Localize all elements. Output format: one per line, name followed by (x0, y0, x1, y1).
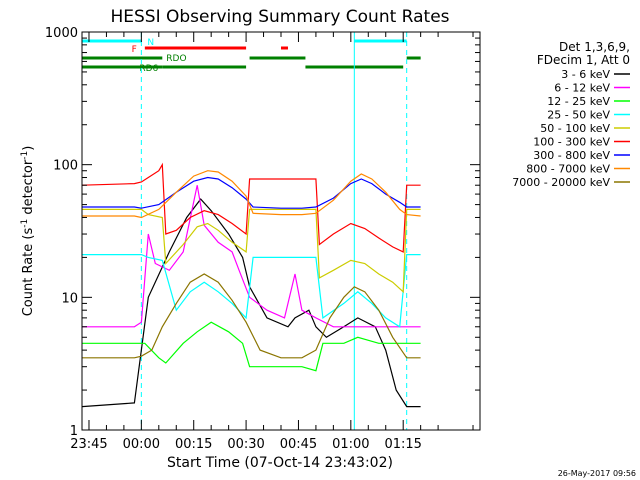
series-line-8 (82, 273, 421, 359)
x-axis-label: Start Time (07-Oct-14 23:43:02) (167, 455, 393, 471)
series-line-1 (82, 185, 421, 328)
series-line-5 (81, 162, 421, 253)
legend-label-4: 50 - 100 keV (540, 122, 610, 135)
legend-label-2: 12 - 25 keV (547, 95, 610, 108)
y-tick-label: 10 (61, 291, 78, 306)
flag-label-f: F (132, 45, 137, 55)
y-axis-label: Count Rate (s-1 detector-1) (20, 146, 36, 317)
legend-label-5: 100 - 300 keV (533, 136, 610, 149)
y-axis-label-sup1: -1 (20, 219, 30, 228)
legend-title-1: Det 1,3,6,9, (559, 40, 630, 54)
flag-label-rdo: RDO (166, 54, 186, 64)
legend-label-6: 300 - 800 keV (533, 149, 610, 162)
legend-title-2: FDecim 1, Att 0 (537, 53, 630, 67)
legend-label-8: 7000 - 20000 keV (512, 176, 610, 189)
flag-bars: NF RDO RD6 (82, 38, 421, 74)
series-line-6 (82, 176, 421, 209)
y-axis-label-mid: detector (21, 159, 36, 219)
legend-label-7: 800 - 7000 keV (526, 163, 610, 176)
y-axis-label-main: Count Rate (s (21, 228, 36, 317)
flag-label-n: N (147, 38, 154, 48)
x-tick-label: 01:00 (332, 437, 369, 452)
x-tick-label: 00:15 (175, 437, 212, 452)
y-axis-label-end: ) (21, 146, 36, 151)
y-axis-label-sup2: -1 (20, 151, 30, 160)
series-line-0 (81, 198, 421, 408)
y-tick-label: 1 (70, 424, 78, 439)
y-tick-label: 1000 (45, 26, 78, 41)
x-tick-label: 00:00 (123, 437, 160, 452)
legend-label-1: 6 - 12 keV (554, 82, 610, 95)
timestamp: 26-May-2017 09:56 (558, 469, 636, 478)
axes: 23:45 00:00 00:15 00:30 00:45 01:00 01:15 1 10 10… (45, 26, 480, 452)
legend-label-3: 25 - 50 keV (547, 109, 610, 122)
flag-label-rd6: RD6 (139, 64, 158, 74)
series-line-2 (82, 321, 421, 372)
x-tick-label: 00:45 (280, 437, 317, 452)
attenuator-lines (140, 32, 408, 430)
x-tick-label: 23:45 (70, 437, 107, 452)
series-layer (81, 162, 421, 408)
series-line-4 (82, 208, 421, 294)
series-line-3 (82, 254, 421, 328)
y-tick-label: 100 (53, 159, 78, 174)
x-tick-label: 01:15 (384, 437, 421, 452)
x-tick-label: 00:30 (227, 437, 264, 452)
legend-label-0: 3 - 6 keV (561, 68, 610, 81)
chart-title: HESSI Observing Summary Count Rates (110, 7, 449, 27)
series-line-7 (82, 170, 421, 219)
